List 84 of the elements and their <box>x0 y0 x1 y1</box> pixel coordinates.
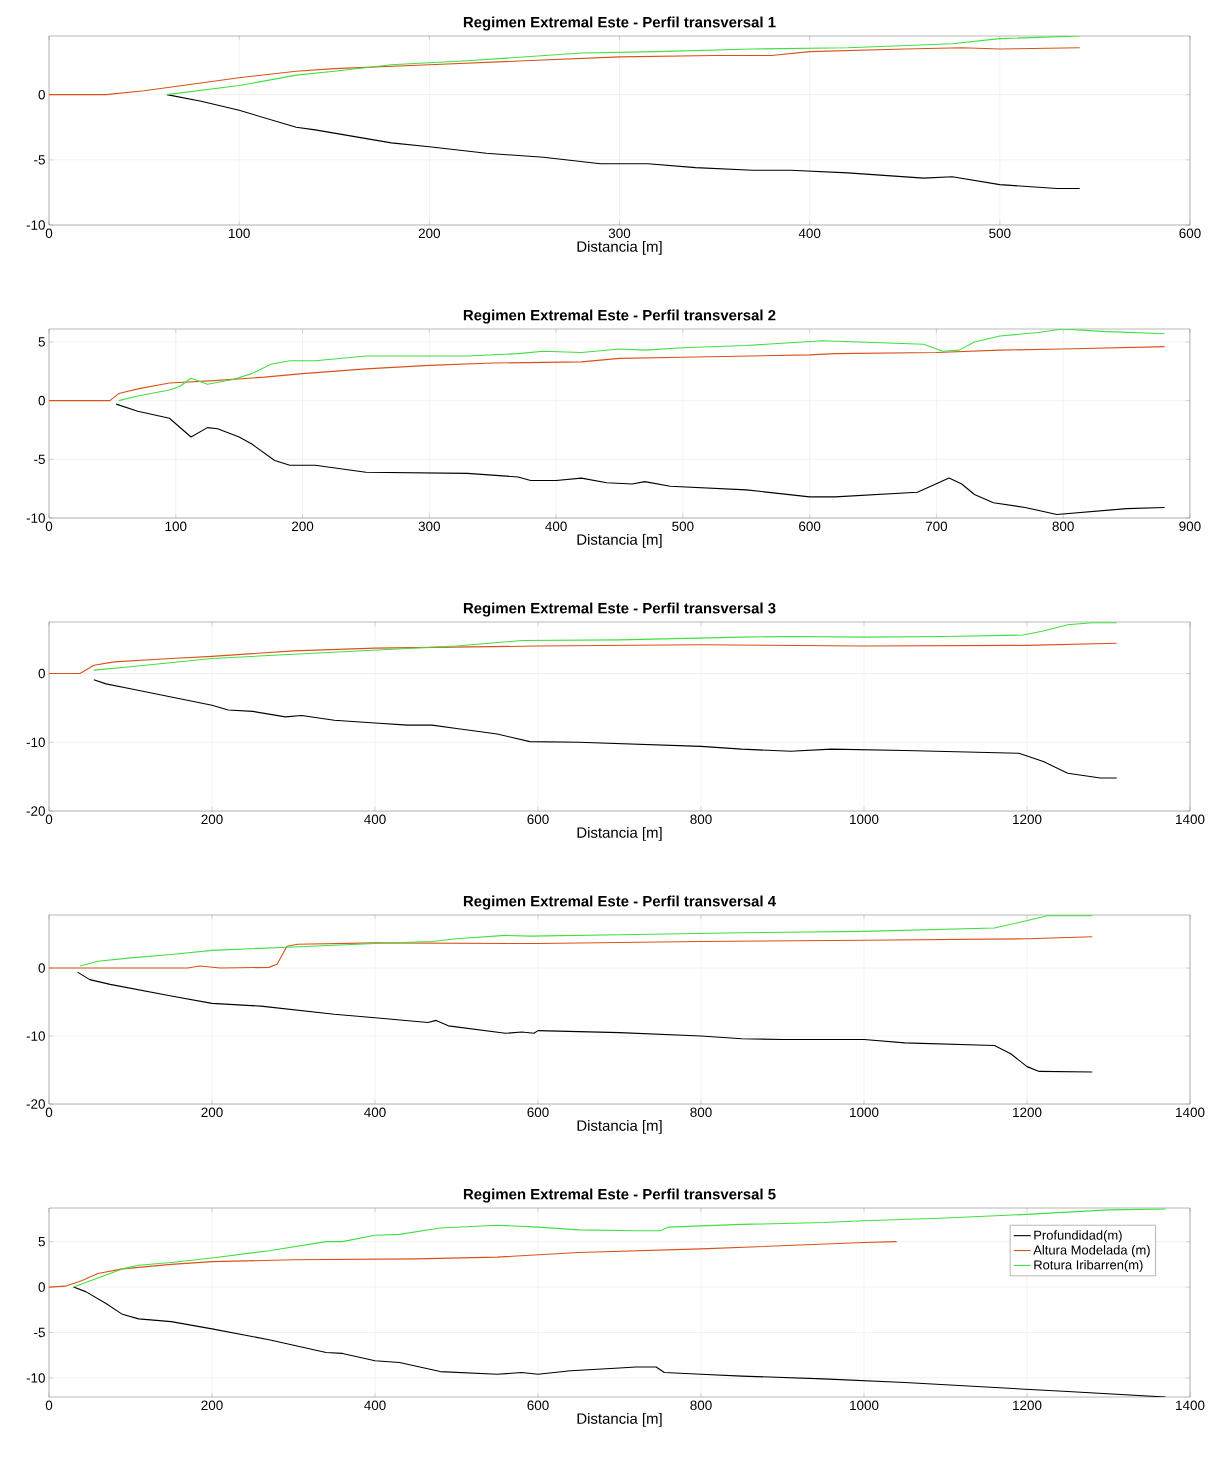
legend-label: Altura Modelada (m) <box>1033 1245 1150 1258</box>
x-tick-label: 400 <box>364 814 386 825</box>
x-tick-label: 600 <box>799 521 821 532</box>
x-axis-title: Distancia [m] <box>577 240 662 255</box>
line-series <box>49 47 1081 96</box>
x-tick-label: 800 <box>690 1400 712 1411</box>
line-series <box>72 1208 1167 1288</box>
x-tick-label: 1200 <box>1013 1107 1042 1118</box>
line-series <box>72 1286 1167 1398</box>
x-tick-label: 800 <box>1052 521 1074 532</box>
x-tick-label: 200 <box>291 521 314 532</box>
x-tick-label: 400 <box>364 1400 386 1411</box>
x-tick-label: 1000 <box>850 1107 879 1118</box>
x-tick-label: 1400 <box>1176 1107 1205 1118</box>
line-series <box>166 36 1081 96</box>
y-tick-label: -20 <box>26 1099 45 1109</box>
chart-title: Regimen Extremal Este - Perfil transversal 4 <box>463 895 776 910</box>
x-tick-label: 100 <box>165 521 187 532</box>
x-tick-label: 0 <box>45 1107 53 1118</box>
x-tick-label: 300 <box>608 228 631 239</box>
x-axis-title: Distancia [m] <box>577 1412 662 1427</box>
y-tick-label: 0 <box>38 89 45 100</box>
x-tick-label: 900 <box>1179 521 1201 532</box>
x-axis-title: Distancia [m] <box>577 826 662 841</box>
line-series <box>76 971 1093 1073</box>
y-tick-label: 0 <box>38 963 45 973</box>
x-tick-label: 100 <box>228 228 250 239</box>
x-tick-label: 300 <box>418 521 440 532</box>
x-tick-label: 1200 <box>1013 1400 1042 1411</box>
x-axis-title: Distancia [m] <box>577 533 662 548</box>
y-tick-label: -10 <box>26 1031 45 1041</box>
x-tick-label: 1000 <box>850 814 879 825</box>
chart-title: Regimen Extremal Este - Perfil transversal 1 <box>463 16 776 31</box>
line-series <box>49 346 1166 402</box>
x-tick-label: 500 <box>989 228 1011 239</box>
x-tick-label: 0 <box>45 521 53 532</box>
x-tick-label: 500 <box>672 521 694 532</box>
x-tick-label: 0 <box>45 228 53 239</box>
x-tick-label: 0 <box>45 1400 53 1411</box>
x-tick-label: 400 <box>545 521 567 532</box>
legend-label: Rotura Iribarren(m) <box>1034 1259 1143 1273</box>
x-tick-label: 700 <box>925 521 948 532</box>
x-tick-label: 600 <box>527 814 549 825</box>
y-tick-label: -10 <box>26 220 45 230</box>
y-tick-label: 5 <box>38 1236 45 1247</box>
chart-title: Regimen Extremal Este - Perfil transversal 2 <box>463 309 776 324</box>
y-tick-label: -5 <box>34 155 45 165</box>
y-tick-label: 5 <box>38 337 45 347</box>
y-tick-label: -5 <box>34 1327 45 1338</box>
x-tick-label: 1200 <box>1013 814 1042 825</box>
x-tick-label: 1400 <box>1176 1400 1205 1411</box>
x-tick-label: 400 <box>798 228 821 239</box>
line-series <box>49 936 1093 969</box>
y-tick-label: 0 <box>38 395 45 406</box>
line-series <box>49 1241 898 1288</box>
y-tick-label: 0 <box>38 668 45 679</box>
x-tick-label: 0 <box>45 814 53 825</box>
x-tick-label: 1000 <box>850 1400 879 1411</box>
x-tick-label: 600 <box>1179 228 1201 239</box>
line-series <box>79 915 1093 967</box>
line-series <box>118 329 1166 402</box>
x-axis-title: Distancia [m] <box>577 1119 662 1134</box>
x-tick-label: 200 <box>201 814 223 825</box>
chart-title: Regimen Extremal Este - Perfil transversal 5 <box>463 1188 776 1203</box>
x-tick-label: 200 <box>201 1107 223 1118</box>
line-series <box>115 403 1166 516</box>
y-tick-label: -20 <box>26 806 45 816</box>
y-tick-label: -10 <box>26 513 45 523</box>
x-tick-label: 600 <box>527 1107 549 1118</box>
y-tick-label: -5 <box>34 454 45 464</box>
y-tick-label: -10 <box>26 737 45 748</box>
x-tick-label: 400 <box>364 1107 386 1118</box>
x-tick-label: 800 <box>690 1107 712 1118</box>
y-tick-label: 0 <box>38 1282 45 1292</box>
legend-label: Profundidad(m) <box>1034 1230 1122 1243</box>
line-series <box>166 94 1081 190</box>
x-tick-label: 200 <box>201 1400 223 1411</box>
x-tick-label: 1400 <box>1176 814 1205 825</box>
line-series <box>49 642 1118 675</box>
x-tick-label: 200 <box>418 228 441 239</box>
x-tick-label: 800 <box>690 814 712 825</box>
y-tick-label: -10 <box>26 1373 45 1383</box>
x-tick-label: 600 <box>527 1400 549 1411</box>
chart-title: Regimen Extremal Este - Perfil transversal 3 <box>463 602 776 617</box>
